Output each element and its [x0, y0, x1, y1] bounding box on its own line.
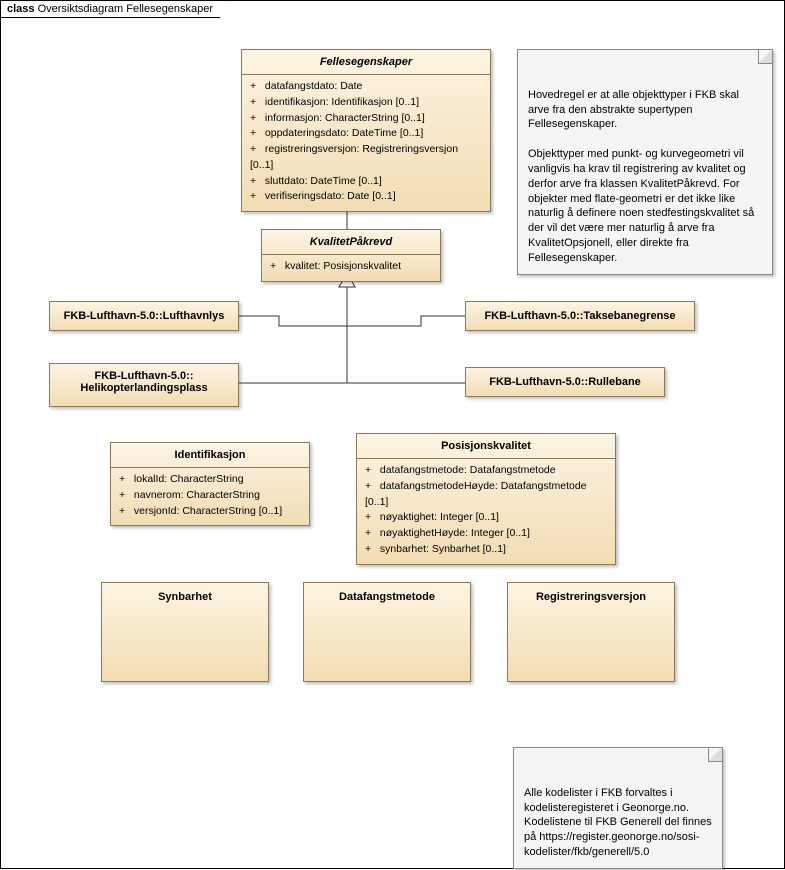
class-title: Datafangstmetode	[304, 583, 470, 611]
class-title: FKB-Lufthavn-5.0::Taksebanegrense	[466, 302, 694, 330]
frame-tab: class Oversiktsdiagram Fellesegenskaper	[0, 0, 230, 18]
class-title: Posisjonskvalitet	[357, 434, 615, 459]
note-top: Hovedregel er at alle objekttyper i FKB …	[517, 49, 773, 275]
attr: identifikasjon: Identifikasjon [0..1]	[250, 95, 482, 111]
class-registreringsversjon: Registreringsversjon	[507, 582, 675, 682]
attr: kvalitet: Posisjonskvalitet	[270, 259, 432, 275]
class-attrs: lokalId: CharacterString navnerom: Chara…	[111, 468, 309, 525]
class-datafangstmetode: Datafangstmetode	[303, 582, 471, 682]
frame-title: Oversiktsdiagram Fellesegenskaper	[38, 3, 213, 15]
class-helikopter: FKB-Lufthavn-5.0:: Helikopterlandingspla…	[49, 363, 239, 407]
class-title: Synbarhet	[102, 583, 268, 611]
attr: versjonId: CharacterString [0..1]	[119, 504, 301, 520]
attr: datafangstmetodeHøyde: Datafangstmetode …	[365, 479, 607, 511]
class-posisjonskvalitet: Posisjonskvalitet datafangstmetode: Data…	[356, 433, 616, 565]
class-title: FKB-Lufthavn-5.0:: Helikopterlandingspla…	[50, 364, 238, 400]
class-title: Registreringsversjon	[508, 583, 674, 611]
class-title: KvalitetPåkrevd	[262, 230, 440, 255]
attr: registreringsversjon: Registreringsversj…	[250, 142, 482, 174]
note-text: Alle kodelister i FKB forvaltes i kodeli…	[524, 787, 712, 858]
attr: oppdateringsdato: DateTime [0..1]	[250, 126, 482, 142]
class-rullebane: FKB-Lufthavn-5.0::Rullebane	[465, 367, 665, 397]
note-fold-icon	[708, 748, 722, 762]
class-title: FKB-Lufthavn-5.0::Lufthavnlys	[50, 302, 238, 330]
class-title: Identifikasjon	[111, 443, 309, 468]
class-taksebane: FKB-Lufthavn-5.0::Taksebanegrense	[465, 301, 695, 331]
class-attrs: kvalitet: Posisjonskvalitet	[262, 255, 440, 281]
frame-keyword: class	[7, 3, 35, 15]
note-bottom: Alle kodelister i FKB forvaltes i kodeli…	[513, 747, 723, 869]
attr: informasjon: CharacterString [0..1]	[250, 111, 482, 127]
attr: navnerom: CharacterString	[119, 488, 301, 504]
note-text: Hovedregel er at alle objekttyper i FKB …	[528, 89, 754, 264]
diagram-frame: class Oversiktsdiagram Fellesegenskaper …	[0, 0, 785, 869]
attr: nøyaktighetHøyde: Integer [0..1]	[365, 526, 607, 542]
class-title: Fellesegenskaper	[242, 50, 490, 75]
class-synbarhet: Synbarhet	[101, 582, 269, 682]
class-kvalitetpakrevd: KvalitetPåkrevd kvalitet: Posisjonskvali…	[261, 229, 441, 282]
attr: datafangstmetode: Datafangstmetode	[365, 463, 607, 479]
class-title: FKB-Lufthavn-5.0::Rullebane	[466, 368, 664, 396]
class-fellesegenskaper: Fellesegenskaper datafangstdato: Date id…	[241, 49, 491, 212]
attr: lokalId: CharacterString	[119, 472, 301, 488]
class-lufthavnlys: FKB-Lufthavn-5.0::Lufthavnlys	[49, 301, 239, 331]
attr: nøyaktighet: Integer [0..1]	[365, 510, 607, 526]
note-fold-icon	[758, 50, 772, 64]
class-attrs: datafangstmetode: Datafangstmetode dataf…	[357, 459, 615, 564]
class-attrs: datafangstdato: Date identifikasjon: Ide…	[242, 75, 490, 211]
attr: datafangstdato: Date	[250, 79, 482, 95]
class-identifikasjon: Identifikasjon lokalId: CharacterString …	[110, 442, 310, 526]
attr: synbarhet: Synbarhet [0..1]	[365, 542, 607, 558]
attr: sluttdato: DateTime [0..1]	[250, 174, 482, 190]
attr: verifiseringsdato: Date [0..1]	[250, 189, 482, 205]
